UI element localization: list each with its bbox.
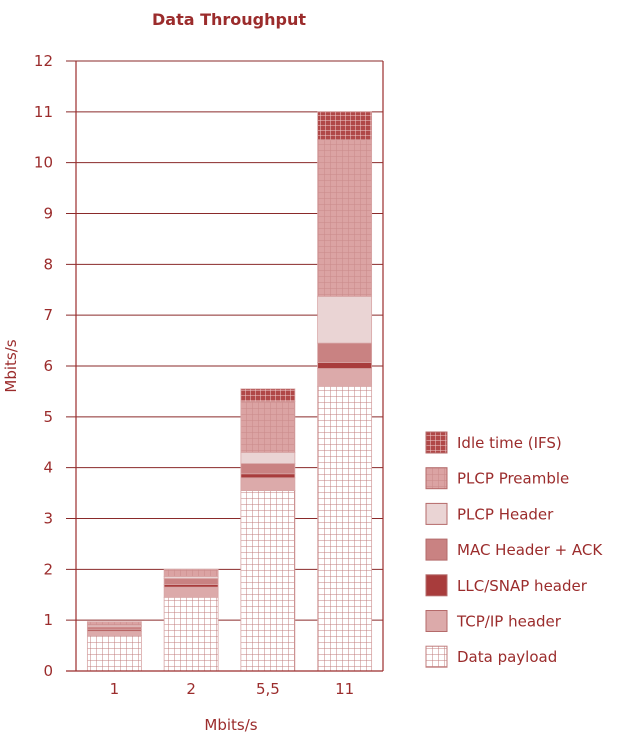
bar-segment-data-payload [240,490,296,672]
bar-segment-idle-time-ifs [317,111,373,141]
legend-item-data-payload: Data payload [425,645,557,668]
y-tick-label: 0 [43,662,53,680]
x-tick-label: 1 [110,680,120,698]
legend-item-mac-header-ack: MAC Header + ACK [425,538,603,561]
bar-segment-plcp-preamble [163,568,219,577]
legend-swatch [425,610,448,632]
bar-stack-1 [86,621,142,672]
y-tick-label: 2 [43,560,53,578]
y-tick-label: 4 [43,459,53,477]
bar-segment-plcp-header [240,452,296,464]
bars [86,111,373,672]
x-axis-ticks: 1 2 5,5 11 [110,680,355,698]
y-tick-label: 6 [43,357,53,375]
y-tick-label: 3 [43,510,53,528]
bar-segment-llc-snap-header [317,362,373,369]
legend-item-plcp-preamble: PLCP Preamble [425,467,569,490]
bar-segment-data-payload [163,596,219,672]
bar-segment-plcp-header [317,295,373,344]
legend-label: Idle time (IFS) [457,434,562,452]
bar-segment-plcp-preamble [240,401,296,453]
bar-segment-plcp-preamble [317,139,373,297]
bar-segment-plcp-preamble [86,621,142,626]
legend-label: TCP/IP header [456,613,562,631]
legend-label: Data payload [457,648,557,666]
bar-stack-5-5 [240,388,296,672]
y-tick-label: 8 [43,255,53,273]
y-tick-label: 5 [43,408,53,426]
legend-swatch [425,431,448,454]
legend-item-llc-snap-header: LLC/SNAP header [425,574,588,597]
bar-segment-tcp-ip-header [317,368,373,387]
legend-label: MAC Header + ACK [457,541,603,559]
y-tick-label: 9 [43,205,53,223]
y-tick-label: 10 [34,154,53,172]
bar-segment-data-payload [317,385,373,672]
legend: Idle time (IFS) PLCP Preamble PLCP Header M… [425,431,603,668]
bar-segment-tcp-ip-header [240,477,296,491]
bar-stack-11 [317,111,373,672]
bar-stack-2 [163,568,219,672]
legend-item-plcp-header: PLCP Header [425,502,554,525]
y-axis-label: Mbits/s [2,339,20,392]
legend-label: PLCP Header [457,505,554,523]
chart-title: Data Throughput [152,10,306,29]
bar-segment-idle-time-ifs [240,388,296,402]
x-tick-label: 2 [186,680,196,698]
legend-item-idle-time-ifs: Idle time (IFS) [425,431,562,454]
plot-frame [66,61,384,672]
bar-segment-data-payload [86,635,142,672]
bar-segment-mac-header-ack [163,578,219,585]
legend-label: PLCP Preamble [457,470,569,488]
bar-segment-tcp-ip-header [86,630,142,636]
y-tick-label: 11 [34,103,53,121]
y-tick-label: 1 [43,611,53,629]
legend-swatch [425,538,448,561]
legend-swatch [425,645,448,668]
legend-swatch [425,574,448,597]
bar-segment-mac-header-ack [86,626,142,631]
y-tick-label: 12 [34,52,53,70]
bar-segment-mac-header-ack [317,342,373,363]
bar-segment-mac-header-ack [240,463,296,475]
legend-item-tcp-ip-header: TCP/IP header [425,610,562,632]
bar-segment-tcp-ip-header [163,586,219,598]
legend-swatch [425,502,448,525]
x-tick-label: 11 [335,680,354,698]
y-tick-label: 7 [43,306,53,324]
x-tick-label: 5,5 [256,680,280,698]
bar-segment-llc-snap-header [240,473,296,479]
x-axis-label: Mbits/s [204,716,257,734]
legend-swatch [425,467,448,490]
legend-label: LLC/SNAP header [457,577,588,595]
